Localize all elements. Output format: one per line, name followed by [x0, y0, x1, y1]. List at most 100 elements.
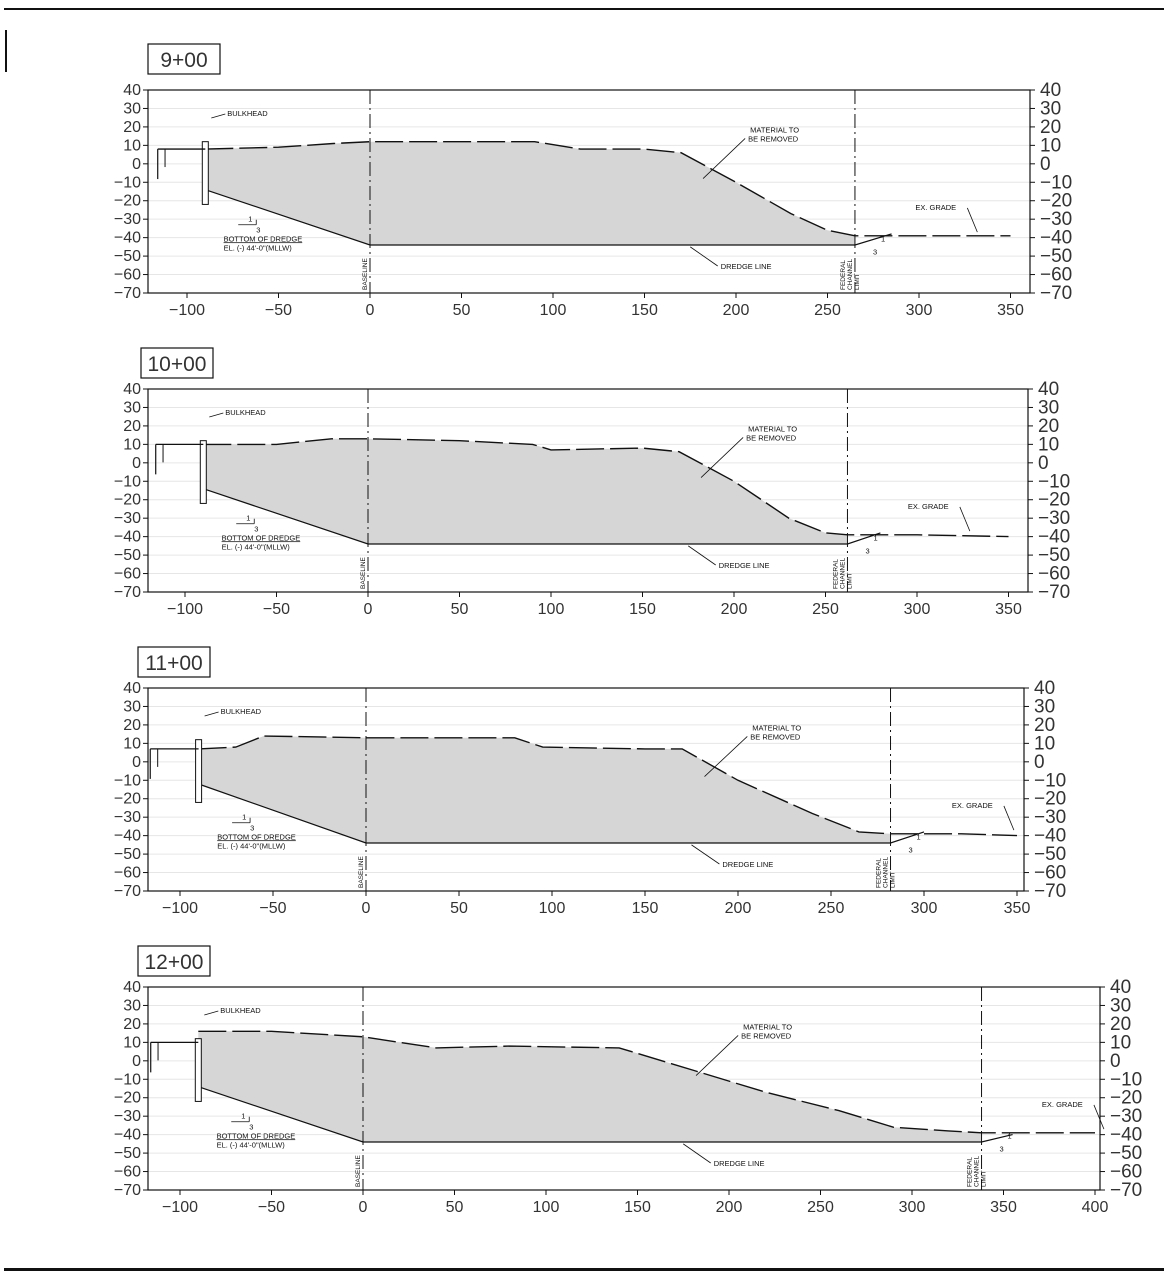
- federal-limit-label: LIMIT: [854, 273, 861, 290]
- dredge-line-label: DREDGE LINE: [719, 561, 770, 570]
- y-tick-label-right: 30: [1038, 397, 1059, 418]
- y-tick-label: −60: [114, 865, 141, 882]
- y-tick-label: 40: [123, 680, 141, 697]
- section-frame: [147, 89, 1031, 294]
- material-label: MATERIAL TO: [748, 424, 797, 433]
- y-tick-label-right: 40: [1038, 379, 1059, 400]
- material-removal-area: [198, 736, 891, 843]
- y-tick-label: 0: [132, 455, 141, 472]
- y-tick-label-right: 20: [1040, 117, 1061, 138]
- y-tick-label-right: −70: [1110, 1180, 1142, 1201]
- y-tick-label-right: −10: [1038, 471, 1070, 492]
- y-tick-label-right: −60: [1034, 863, 1066, 884]
- material-leader: [695, 1035, 739, 1076]
- y-tick-label: −50: [114, 547, 141, 564]
- station-label: 12+00: [145, 951, 204, 974]
- slope-rise-label: 1: [917, 832, 921, 841]
- bulkhead-wall: [199, 440, 207, 504]
- material-leader: [700, 437, 744, 478]
- x-tick-label: 350: [1004, 900, 1031, 917]
- material-label: MATERIAL TO: [743, 1022, 792, 1031]
- material-label: MATERIAL TO: [752, 723, 801, 732]
- y-tick-label: 0: [132, 1053, 141, 1070]
- y-tick-label-right: −50: [1038, 545, 1070, 566]
- x-tick-label: 300: [899, 1199, 926, 1216]
- cross-section-panel: 9+00403020100−10−20−30−40−50−60−70403020…: [114, 43, 1072, 319]
- x-tick-label: 250: [814, 302, 841, 319]
- y-tick-label-right: −40: [1034, 826, 1066, 847]
- material-removal-area: [205, 141, 856, 245]
- y-tick-label: −40: [114, 1127, 141, 1144]
- y-tick-label-right: 10: [1038, 434, 1059, 455]
- slope-run-label: 3: [873, 248, 877, 257]
- x-tick-label: −100: [169, 302, 205, 319]
- y-tick-label-right: 10: [1034, 733, 1055, 754]
- y-tick-label: 30: [123, 997, 141, 1014]
- dredge-leader: [683, 1143, 711, 1164]
- station-box: [137, 646, 211, 678]
- y-tick-label-right: −40: [1038, 527, 1070, 548]
- section-frame: [147, 687, 1025, 892]
- y-tick-label: −70: [114, 584, 141, 601]
- y-tick-label-right: −20: [1040, 191, 1072, 212]
- slope-run-label: 3: [256, 226, 260, 235]
- y-tick-label: −20: [114, 791, 141, 808]
- y-tick-label: 40: [123, 82, 141, 99]
- federal-limit-label: CHANNEL: [883, 857, 890, 888]
- y-tick-label: −70: [114, 1182, 141, 1199]
- station-box: [140, 347, 214, 379]
- cross-section-panel: 11+00403020100−10−20−30−40−50−60−7040302…: [114, 646, 1066, 917]
- bulkhead-label: BULKHEAD: [221, 707, 262, 716]
- material-label: MATERIAL TO: [750, 125, 799, 134]
- x-tick-label: 150: [632, 900, 659, 917]
- x-tick-label: −100: [167, 601, 203, 618]
- material-removal-area: [203, 438, 848, 544]
- y-tick-label-right: 40: [1040, 80, 1061, 101]
- x-tick-label: 50: [446, 1199, 464, 1216]
- y-tick-label: −30: [114, 510, 141, 527]
- y-tick-label: −60: [114, 566, 141, 583]
- x-tick-label: −50: [263, 601, 290, 618]
- x-tick-label: 50: [453, 302, 471, 319]
- y-tick-label: −30: [114, 1108, 141, 1125]
- federal-limit-label: LIMIT: [981, 1170, 988, 1187]
- dredge-leader: [688, 545, 716, 566]
- y-tick-label-right: −70: [1040, 283, 1072, 304]
- y-tick-label-right: 40: [1034, 678, 1055, 699]
- dredge-elevation-label: EL. (-) 44'-0"(MLLW): [222, 542, 291, 551]
- federal-limit-label: CHANNEL: [974, 1156, 981, 1187]
- dredge-line: [203, 488, 881, 545]
- y-tick-label: 30: [123, 399, 141, 416]
- bulkhead-wall: [201, 141, 209, 205]
- federal-limit-label: FEDERAL: [840, 260, 847, 290]
- ex-grade-leader: [959, 506, 971, 532]
- y-tick-label-right: 0: [1038, 453, 1049, 474]
- bottom-of-dredge-label: BOTTOM OF DREDGE: [217, 832, 296, 841]
- y-tick-label-right: 20: [1038, 416, 1059, 437]
- federal-limit-label: FEDERAL: [832, 559, 839, 589]
- slope-rise-label: 1: [873, 533, 877, 542]
- x-tick-label: 0: [359, 1199, 368, 1216]
- federal-limit-label: LIMIT: [890, 871, 897, 888]
- material-label: BE REMOVED: [746, 433, 797, 442]
- bottom-of-dredge-label: BOTTOM OF DREDGE: [224, 234, 303, 243]
- baseline-label: BASELINE: [362, 258, 369, 290]
- slope-run-label: 3: [249, 1123, 253, 1132]
- y-tick-label-right: 40: [1110, 977, 1131, 998]
- x-tick-label: 50: [451, 601, 469, 618]
- bulkhead-leader: [209, 412, 224, 418]
- bulkhead-wall: [195, 739, 203, 803]
- ex-grade-leader: [1093, 1104, 1105, 1130]
- y-tick-label-right: −50: [1040, 246, 1072, 267]
- x-tick-label: −50: [258, 1199, 285, 1216]
- x-tick-label: 200: [725, 900, 752, 917]
- y-tick-label-right: −70: [1034, 881, 1066, 902]
- x-tick-label: −50: [259, 900, 286, 917]
- dredge-line-label: DREDGE LINE: [714, 1159, 765, 1168]
- y-tick-label-right: 20: [1110, 1014, 1131, 1035]
- material-label: BE REMOVED: [741, 1031, 792, 1040]
- sheet-edge-mark: [5, 30, 7, 72]
- dredge-leader: [691, 844, 720, 865]
- y-tick-label-right: 30: [1034, 696, 1055, 717]
